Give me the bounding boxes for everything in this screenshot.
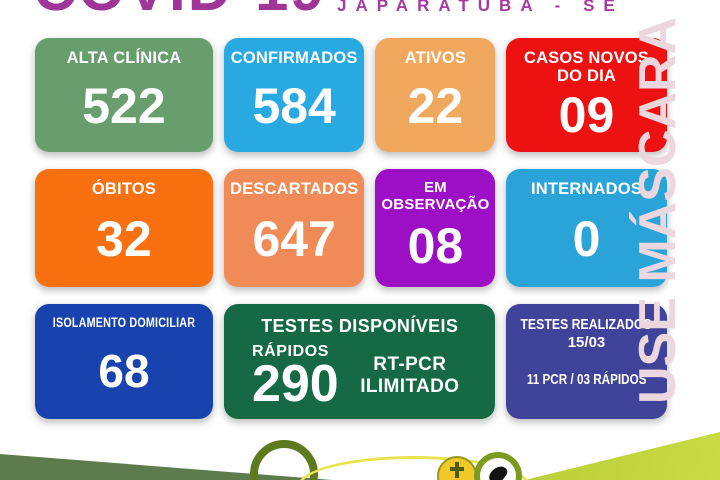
- stat-card-testes-realizados: TESTES REALIZADOS 15/03 11 PCR / 03 RÁPI…: [506, 304, 667, 419]
- stat-value: 09: [558, 86, 615, 143]
- stat-label: ÓBITOS: [91, 180, 157, 198]
- tests-performed-detail: 11 PCR / 03 RÁPIDOS: [526, 371, 647, 388]
- stat-card-ativos: ATIVOS 22: [375, 38, 496, 152]
- stat-card-alta-clinica: ALTA CLÍNICA 522: [35, 38, 213, 152]
- page-title: COVID-19: [33, 0, 326, 20]
- municipal-seal-icon: [474, 452, 522, 480]
- stat-label: EM OBSERVAÇÃO: [381, 179, 490, 213]
- stat-card-descartados: DESCARTADOS 647: [223, 169, 365, 287]
- stat-value: 522: [82, 77, 166, 134]
- rapid-tests-block: RÁPIDOS 290: [251, 343, 339, 414]
- stat-card-obitos: ÓBITOS 32: [35, 169, 213, 287]
- stats-grid: ALTA CLÍNICA 522 CONFIRMADOS 584 ATIVOS …: [35, 38, 667, 419]
- stat-value: 68: [98, 344, 150, 397]
- stat-card-internados: INTERNADOS 0: [506, 169, 667, 287]
- use-mask-banner: USE MÁSCARA: [629, 16, 687, 404]
- stat-card-casos-novos: CASOS NOVOS DO DIA 09: [506, 38, 667, 152]
- stat-label: CONFIRMADOS: [230, 49, 358, 67]
- stat-label: ISOLAMENTO DOMICILIAR: [52, 315, 196, 330]
- stat-card-testes-disponiveis: TESTES DISPONÍVEIS RÁPIDOS 290 RT-PCR IL…: [223, 304, 496, 419]
- pcr-tests-block: RT-PCR ILIMITADO: [360, 354, 459, 409]
- stat-value: 32: [96, 210, 152, 267]
- stat-card-isolamento-domiciliar: ISOLAMENTO DOMICILIAR 68: [35, 304, 213, 419]
- stat-label: CASOS NOVOS DO DIA: [523, 49, 650, 86]
- rapid-tests-value: 290: [251, 355, 339, 414]
- tests-available-title: TESTES DISPONÍVEIS: [261, 316, 459, 336]
- logo-ring-decor: [250, 440, 318, 480]
- stat-label: INTERNADOS: [530, 180, 643, 198]
- stat-value: 584: [252, 77, 336, 134]
- stat-card-confirmados: CONFIRMADOS 584: [223, 38, 365, 152]
- cross-horizontal-bar: [450, 467, 464, 471]
- pcr-tests-label: RT-PCR: [373, 354, 447, 376]
- stat-value: 0: [572, 210, 601, 267]
- tests-performed-title: TESTES REALIZADOS: [520, 316, 653, 333]
- stat-label: ALTA CLÍNICA: [66, 49, 182, 67]
- bottom-right-wedge-decor: [525, 432, 720, 480]
- stat-label: DESCARTADOS: [229, 180, 359, 198]
- location-title: JAPARATUBA - SE: [337, 0, 624, 15]
- rapid-tests-label: RÁPIDOS: [251, 343, 330, 361]
- stat-value: 647: [252, 210, 336, 267]
- stat-label: ATIVOS: [404, 49, 467, 67]
- tests-performed-date: 15/03: [567, 334, 606, 351]
- stat-value: 22: [407, 77, 464, 134]
- seal-figure: [486, 462, 510, 480]
- stat-value: 08: [407, 218, 464, 275]
- stat-card-em-observacao: EM OBSERVAÇÃO 08: [375, 169, 496, 287]
- pcr-tests-value: ILIMITADO: [360, 375, 460, 397]
- tests-available-body: RÁPIDOS 290 RT-PCR ILIMITADO: [224, 337, 496, 419]
